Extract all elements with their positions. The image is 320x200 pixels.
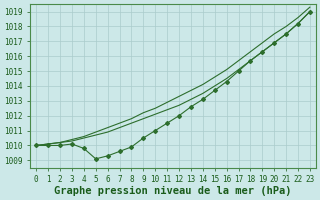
X-axis label: Graphe pression niveau de la mer (hPa): Graphe pression niveau de la mer (hPa) bbox=[54, 186, 292, 196]
